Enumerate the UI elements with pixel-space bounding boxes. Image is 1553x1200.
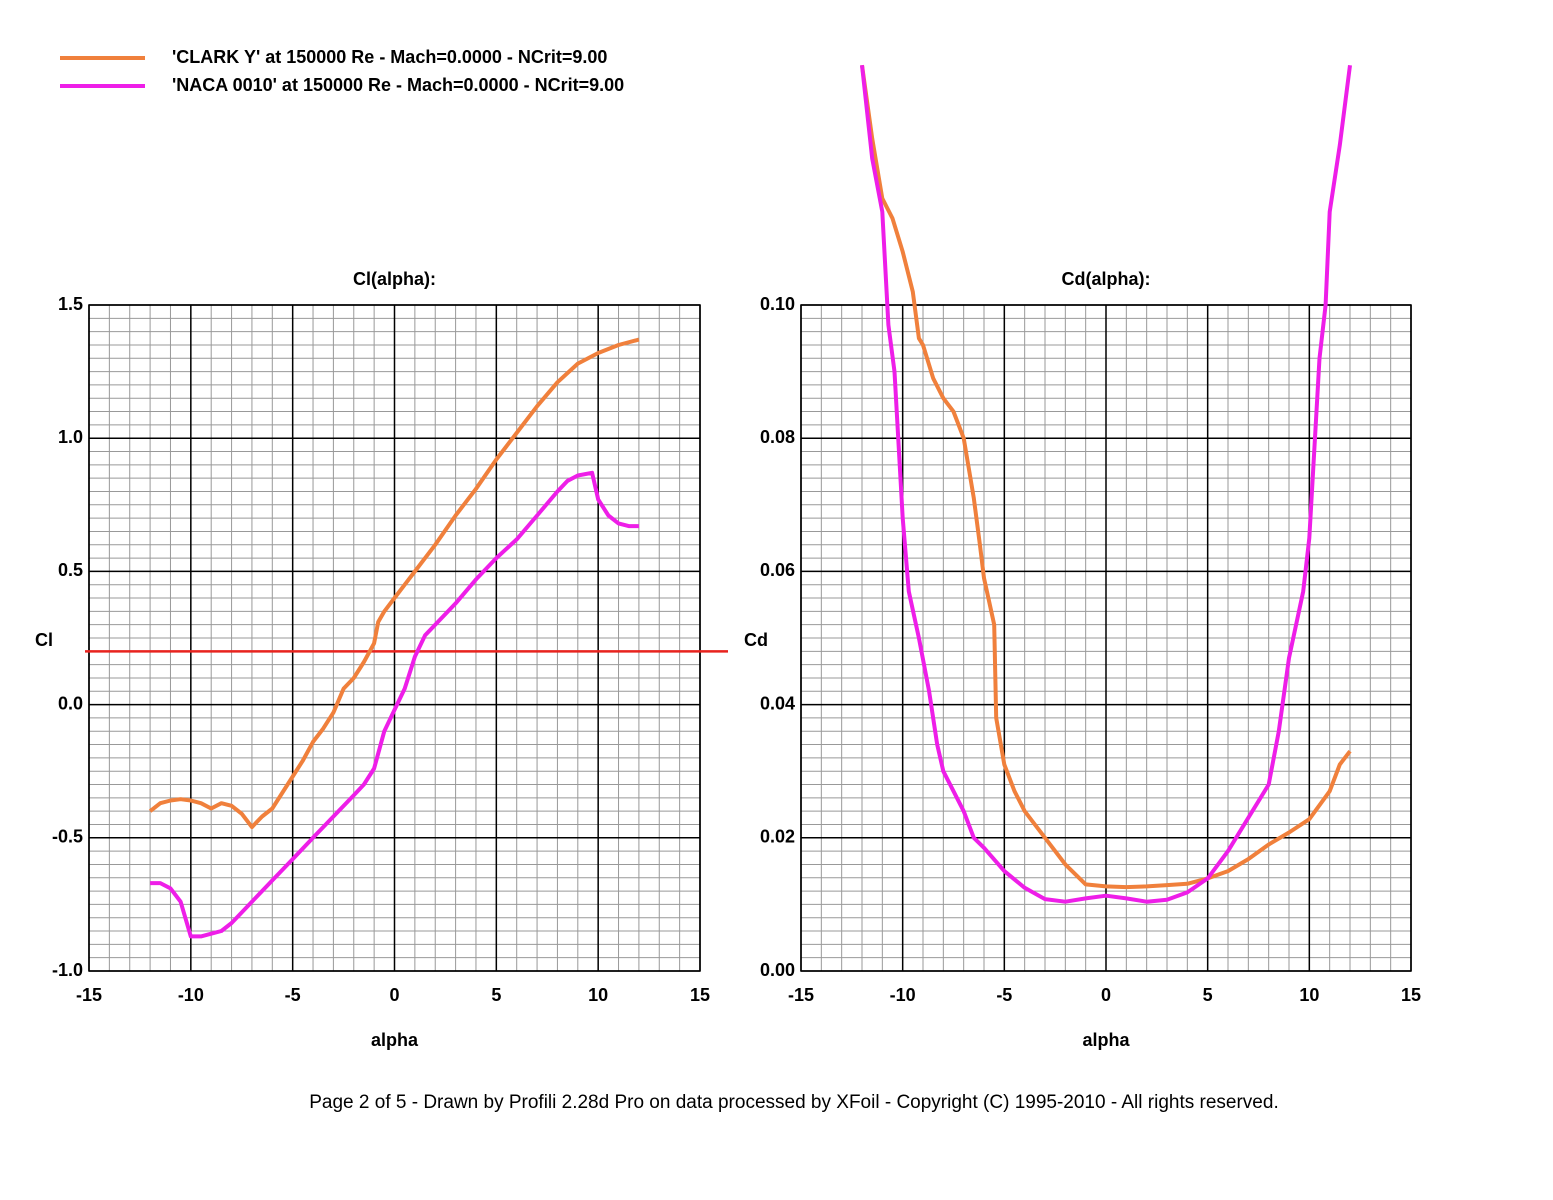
series-line [150,470,639,939]
x-tick-label: 15 [1401,985,1421,1005]
chart-title: Cl(alpha): [353,269,436,289]
x-tick-label: 5 [1203,985,1213,1005]
y-tick-label: -1.0 [52,960,83,980]
x-tick-label: -15 [76,985,102,1005]
y-tick-label: 0.04 [760,693,795,713]
plot-frame [88,304,701,972]
x-tick-label: 0 [389,985,399,1005]
chart-title: Cd(alpha): [1062,269,1151,289]
y-axis-label: Cl [35,630,53,650]
x-tick-label: 0 [1101,985,1111,1005]
y-axis-label: Cd [744,630,768,650]
y-tick-label: 1.5 [58,294,83,314]
y-tick-label: -0.5 [52,827,83,847]
x-tick-label: -10 [890,985,916,1005]
series-line [860,64,1352,890]
x-axis-label: alpha [1082,1030,1130,1050]
x-tick-label: 10 [588,985,608,1005]
y-tick-label: 0.06 [760,560,795,580]
plot-frame [800,304,1412,972]
x-tick-label: 15 [690,985,710,1005]
x-tick-label: -5 [996,985,1012,1005]
series-line [148,337,640,830]
legend-entry: 'NACA 0010' at 150000 Re - Mach=0.0000 -… [172,75,624,95]
y-tick-label: 0.10 [760,294,795,314]
x-tick-label: -15 [788,985,814,1005]
x-tick-label: 5 [491,985,501,1005]
series-line [860,64,1352,904]
x-tick-label: -5 [285,985,301,1005]
footer: Page 2 of 5 - Drawn by Profili 2.28d Pro… [309,1092,1278,1113]
y-tick-label: 1.0 [58,427,83,447]
x-tick-label: -10 [178,985,204,1005]
y-tick-label: 0.0 [58,693,83,713]
y-tick-label: 0.5 [58,560,83,580]
y-tick-label: 0.08 [760,427,795,447]
y-tick-label: 0.02 [760,827,795,847]
legend-entry: 'CLARK Y' at 150000 Re - Mach=0.0000 - N… [172,47,607,67]
x-tick-label: 10 [1299,985,1319,1005]
y-tick-label: 0.00 [760,960,795,980]
x-axis-label: alpha [371,1030,419,1050]
